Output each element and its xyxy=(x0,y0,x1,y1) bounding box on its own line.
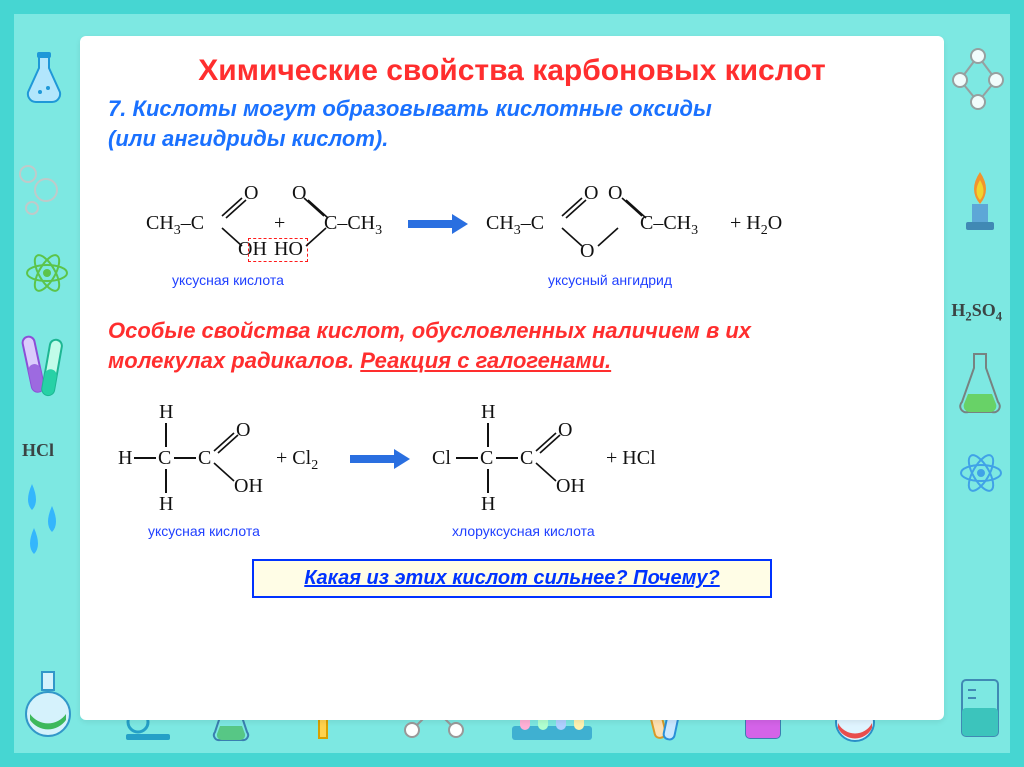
tubes-icon xyxy=(20,330,68,411)
molecule-icon xyxy=(950,40,1006,121)
product1-label: уксусный ангидрид xyxy=(548,272,672,288)
beaker-icon xyxy=(954,674,1006,749)
burner-icon xyxy=(958,170,1002,241)
section-subheading: (или ангидриды кислот). xyxy=(108,126,916,152)
hcl-icon: HCl xyxy=(22,440,54,461)
bubbles-icon xyxy=(16,160,60,227)
reaction-arrow-2 xyxy=(350,451,410,467)
erlen-icon xyxy=(956,350,1004,423)
product2-label: хлоруксусная кислота xyxy=(452,523,595,539)
reagent2-label: уксусная кислота xyxy=(148,523,260,539)
drops-icon xyxy=(18,480,66,563)
equation-2: H C H H C O OH + Cl2 Cl C H H C O OH xyxy=(108,385,916,555)
flask-icon xyxy=(24,52,64,111)
reaction-arrow xyxy=(408,216,468,232)
body-paragraph: Особые свойства кислот, обусловленных на… xyxy=(108,316,916,375)
equation-1: CH3–C O OH + O C–CH3 HO CH3–C O O O C–CH… xyxy=(108,176,916,306)
atom-icon xyxy=(24,250,70,303)
reagent1-label: уксусная кислота xyxy=(172,272,284,288)
question-box: Какая из этих кислот сильнее? Почему? xyxy=(252,559,772,598)
content-card: Химические свойства карбоновых кислот 7.… xyxy=(80,36,944,720)
round-flask-icon xyxy=(20,670,76,747)
section-heading: 7. Кислоты могут образовывать кислотные … xyxy=(108,96,916,122)
page-title: Химические свойства карбоновых кислот xyxy=(108,54,916,88)
h2so4-icon: H2SO4 xyxy=(951,300,1002,325)
question-text: Какая из этих кислот сильнее? Почему? xyxy=(304,567,719,589)
atom2-icon xyxy=(958,450,1004,503)
